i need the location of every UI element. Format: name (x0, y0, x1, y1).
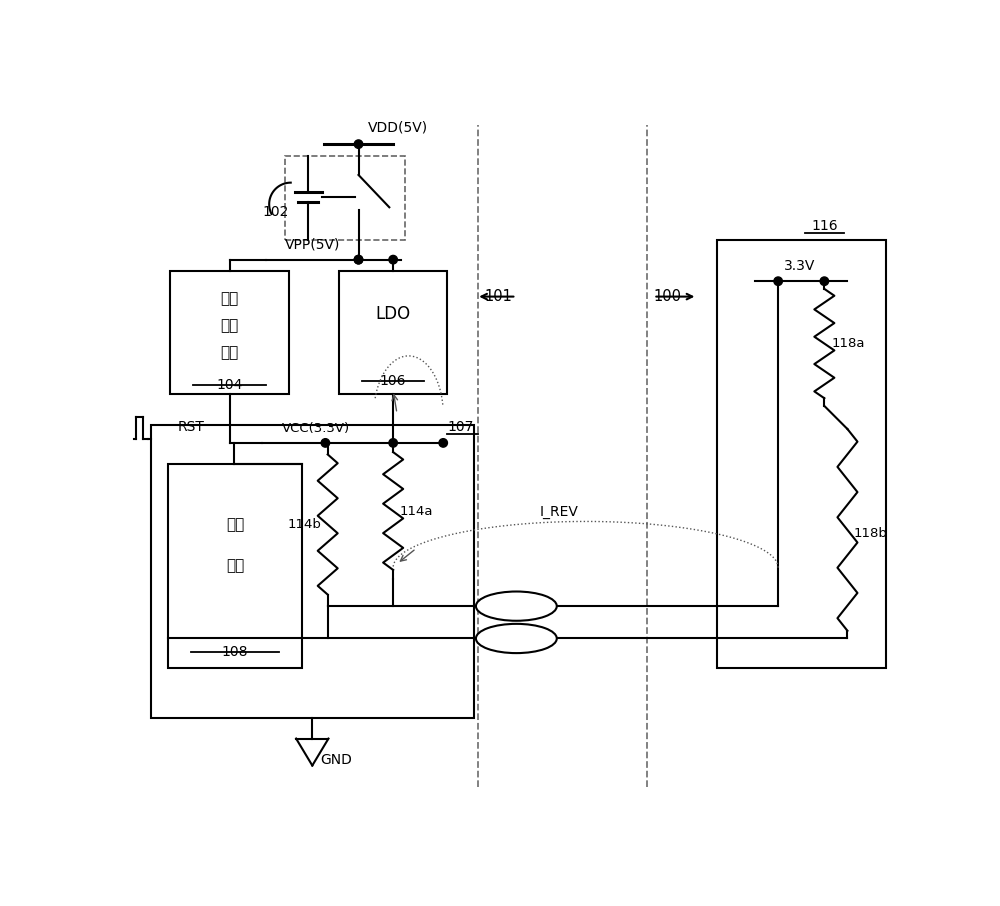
Text: GND: GND (320, 753, 352, 767)
Text: 118a: 118a (832, 337, 866, 350)
Text: VCC(3.3V): VCC(3.3V) (282, 422, 350, 435)
Text: 114a: 114a (399, 505, 433, 517)
Text: 逻辑: 逻辑 (226, 517, 244, 533)
Text: 101: 101 (484, 289, 512, 304)
Text: 电源: 电源 (220, 291, 239, 306)
Text: LDO: LDO (376, 305, 411, 323)
Circle shape (820, 277, 829, 285)
Text: 3.3V: 3.3V (784, 259, 815, 274)
Bar (151, 425, 474, 718)
Bar (170, 271, 289, 394)
Bar (717, 240, 886, 668)
Circle shape (389, 255, 397, 264)
Ellipse shape (476, 624, 557, 653)
Circle shape (439, 439, 447, 448)
Circle shape (321, 439, 330, 448)
Bar (285, 156, 405, 240)
Circle shape (774, 277, 782, 285)
Bar (339, 271, 447, 394)
Text: 100: 100 (653, 289, 681, 304)
Text: I_REV: I_REV (539, 506, 578, 519)
Text: 106: 106 (380, 373, 406, 388)
Text: 118b: 118b (854, 527, 887, 540)
Text: RST: RST (178, 419, 204, 434)
Ellipse shape (476, 592, 557, 621)
Circle shape (354, 140, 363, 149)
Circle shape (354, 255, 363, 264)
Circle shape (389, 439, 397, 448)
Text: VPP(5V): VPP(5V) (285, 238, 341, 252)
Text: 108: 108 (222, 645, 248, 660)
Text: 104: 104 (216, 378, 243, 392)
Circle shape (354, 255, 363, 264)
Text: VDD(5V): VDD(5V) (368, 120, 428, 135)
Text: 112a: 112a (500, 600, 533, 612)
Text: 电路: 电路 (226, 558, 244, 573)
Bar (168, 464, 302, 668)
Text: 107: 107 (447, 419, 473, 434)
Text: 114b: 114b (288, 518, 322, 531)
Text: 102: 102 (262, 205, 289, 219)
Text: 112b: 112b (499, 632, 533, 645)
Text: 侦测: 侦测 (220, 318, 239, 333)
Text: 电路: 电路 (220, 345, 239, 360)
Text: 116: 116 (811, 218, 838, 233)
